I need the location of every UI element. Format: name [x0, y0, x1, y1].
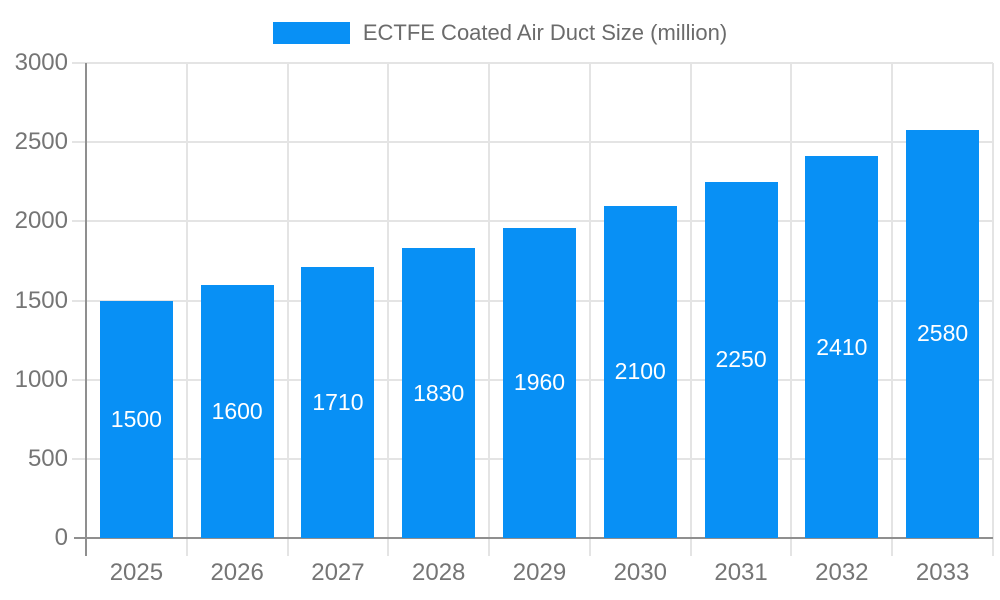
gridline-vertical	[588, 63, 591, 556]
bar-2033[interactable]: 2580	[906, 129, 980, 538]
x-axis-label: 2033	[915, 559, 970, 586]
bar-2025[interactable]: 1500	[99, 300, 173, 538]
bar-2026[interactable]: 1600	[200, 284, 274, 538]
y-axis-line	[85, 63, 87, 556]
x-axis-label: 2026	[210, 559, 264, 586]
bar-value-label: 2100	[614, 358, 666, 385]
bar-2027[interactable]: 1710	[301, 267, 375, 538]
x-axis-label: 2028	[412, 559, 466, 586]
bar-2029[interactable]: 1960	[503, 227, 576, 538]
bar-value-label: 1960	[513, 369, 566, 396]
bar-2032[interactable]: 2410	[805, 156, 879, 538]
gridline-vertical	[286, 63, 289, 556]
bar-value-label: 2580	[917, 320, 969, 347]
bar-2031[interactable]: 2250	[704, 181, 778, 538]
y-axis-label: 2500	[14, 128, 68, 156]
bar-value-label: 1500	[110, 405, 162, 432]
gridline-horizontal	[72, 141, 993, 144]
x-axis-label: 2031	[714, 559, 768, 586]
bar-value-label: 2250	[715, 346, 767, 373]
bar-2028[interactable]: 1830	[402, 248, 476, 538]
bar-value-label: 1600	[211, 397, 263, 424]
gridline-vertical	[689, 63, 692, 556]
gridline-vertical	[790, 63, 793, 556]
y-axis-label: 3000	[14, 49, 68, 76]
x-axis-label: 2027	[311, 559, 365, 586]
legend-swatch[interactable]	[272, 22, 350, 44]
x-axis-label: 2025	[109, 559, 164, 586]
x-axis-line	[74, 537, 993, 539]
bar-value-label: 1710	[312, 389, 364, 416]
gridline-vertical	[387, 63, 390, 556]
bar-value-label: 1830	[413, 379, 465, 406]
y-axis-label: 1000	[14, 365, 68, 393]
gridline-vertical	[488, 63, 491, 556]
y-axis-label: 2000	[14, 207, 68, 235]
gridline-horizontal	[72, 220, 993, 223]
gridline-vertical	[891, 63, 894, 556]
x-axis-label: 2030	[613, 559, 667, 586]
bar-2030[interactable]: 2100	[603, 205, 677, 538]
y-axis-label: 1500	[14, 286, 68, 314]
gridline-vertical	[185, 63, 188, 556]
gridline-horizontal	[72, 62, 993, 64]
legend[interactable]: ECTFE Coated Air Duct Size (million)	[0, 20, 1000, 46]
x-axis-label: 2029	[512, 559, 567, 586]
y-axis-label: 500	[27, 444, 68, 472]
y-axis-label: 0	[54, 524, 68, 551]
x-axis-label: 2032	[815, 559, 869, 586]
legend-label[interactable]: ECTFE Coated Air Duct Size (million)	[362, 20, 728, 45]
gridline-vertical	[992, 63, 994, 556]
bar-value-label: 2410	[816, 333, 868, 360]
